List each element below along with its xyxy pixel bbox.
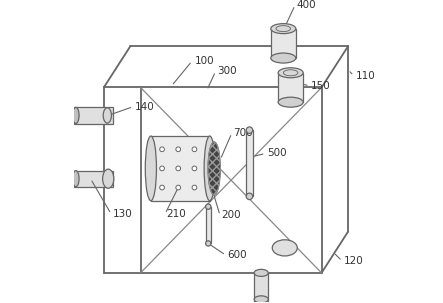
Bar	[246, 130, 253, 196]
Ellipse shape	[278, 68, 303, 78]
Circle shape	[160, 147, 164, 152]
Ellipse shape	[271, 53, 296, 63]
Ellipse shape	[73, 107, 79, 124]
Text: 210: 210	[167, 209, 186, 219]
Text: 500: 500	[267, 148, 287, 158]
Ellipse shape	[271, 24, 296, 34]
Text: 130: 130	[113, 209, 132, 219]
Text: 700: 700	[233, 128, 253, 138]
Text: 140: 140	[135, 102, 155, 112]
Text: 600: 600	[227, 250, 247, 260]
Ellipse shape	[103, 108, 112, 123]
Ellipse shape	[145, 136, 156, 201]
Ellipse shape	[272, 240, 297, 256]
Text: 400: 400	[296, 0, 316, 10]
Circle shape	[192, 147, 197, 152]
Ellipse shape	[254, 296, 268, 303]
Text: 110: 110	[355, 71, 375, 81]
Text: 150: 150	[311, 81, 331, 91]
Circle shape	[176, 166, 181, 171]
Circle shape	[160, 185, 164, 190]
Text: 120: 120	[344, 256, 363, 266]
Ellipse shape	[246, 193, 253, 200]
Circle shape	[192, 166, 197, 171]
Bar	[74, 107, 113, 124]
Bar	[206, 207, 211, 243]
Ellipse shape	[278, 97, 303, 107]
Circle shape	[160, 166, 164, 171]
Text: 300: 300	[217, 66, 237, 76]
Text: 200: 200	[222, 211, 241, 221]
Bar	[74, 171, 113, 187]
Bar	[151, 136, 210, 201]
Bar	[278, 73, 303, 102]
Ellipse shape	[208, 142, 220, 195]
Ellipse shape	[254, 269, 268, 276]
Ellipse shape	[103, 169, 114, 188]
Ellipse shape	[246, 127, 253, 133]
Ellipse shape	[206, 204, 211, 209]
Ellipse shape	[206, 241, 211, 246]
Ellipse shape	[204, 136, 215, 201]
Circle shape	[176, 185, 181, 190]
Circle shape	[176, 147, 181, 152]
Circle shape	[192, 185, 197, 190]
Bar	[254, 273, 268, 302]
Text: 100: 100	[195, 56, 215, 66]
Bar	[271, 28, 296, 58]
Ellipse shape	[73, 171, 79, 187]
